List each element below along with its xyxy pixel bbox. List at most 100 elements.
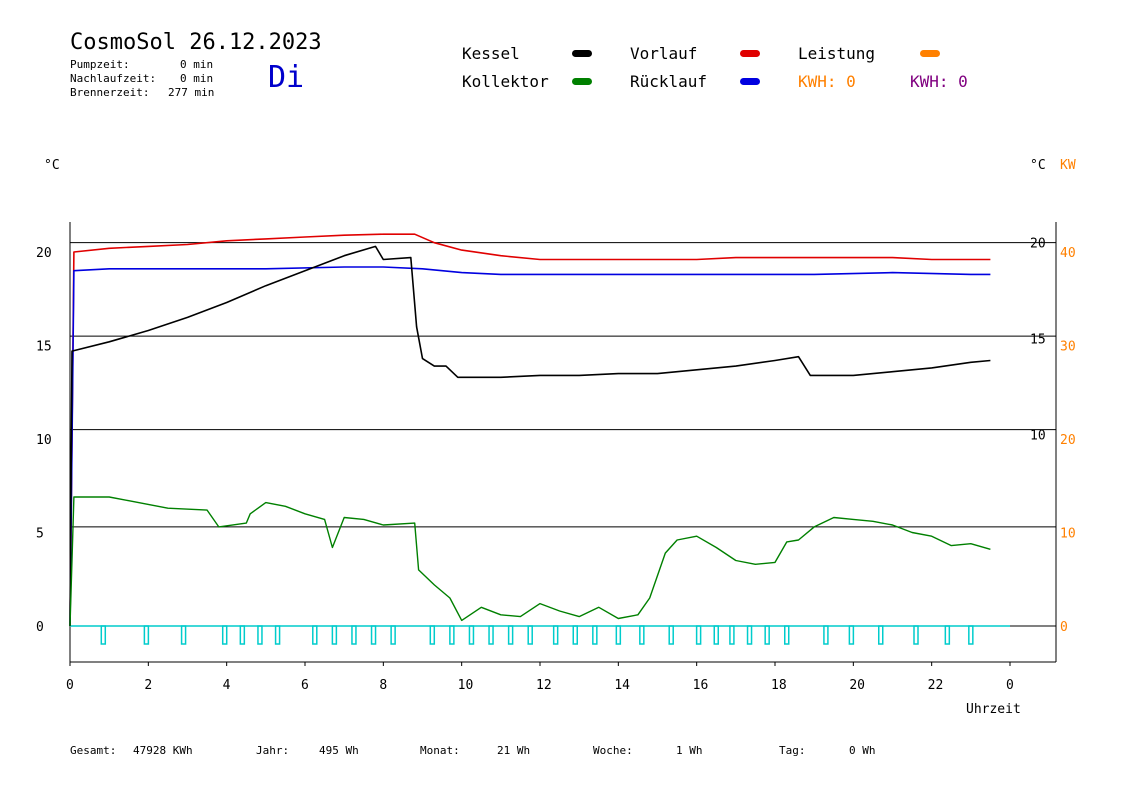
- pump-pulse: [695, 625, 702, 645]
- pump-pulse: [572, 625, 578, 645]
- footer-monat-label: Monat:: [420, 744, 460, 757]
- pump-pulse: [713, 625, 719, 645]
- footer-gesamt-label: Gesamt:: [70, 744, 117, 757]
- left-axis-unit: °C: [44, 158, 60, 173]
- pump-pulse: [239, 625, 246, 645]
- pump-pulse: [143, 625, 150, 645]
- x-tick-label: 14: [614, 678, 630, 693]
- legend-kollektor-label: Kollektor: [462, 72, 549, 91]
- pump-pulse: [312, 625, 318, 645]
- x-tick-label: 6: [301, 678, 309, 693]
- pump-pulse: [274, 625, 281, 645]
- legend-ruecklauf-label: Rücklauf: [630, 72, 708, 91]
- right-temp-tick-label: 10: [1030, 428, 1046, 443]
- x-tick-label: 0: [1006, 678, 1014, 693]
- left-tick-label: 5: [36, 527, 44, 542]
- legend-kessel-label: Kessel: [462, 44, 520, 63]
- series-line-vorlauf: [69, 233, 991, 627]
- right-kw-tick-label: 0: [1060, 620, 1068, 635]
- legend-kwh-orange: KWH: 0: [798, 72, 856, 91]
- series-line-rcklauf: [69, 266, 991, 627]
- pump-pulse: [968, 625, 974, 645]
- nachlauf-time-label: Nachlaufzeit:: [70, 72, 157, 85]
- pump-pulse: [668, 625, 674, 645]
- pump-pulse: [370, 625, 377, 645]
- legend-kwh-purple: KWH: 0: [910, 72, 968, 91]
- pump-pulse: [488, 625, 494, 645]
- x-tick-label: 0: [66, 678, 74, 693]
- legend-leistung-label: Leistung: [798, 44, 876, 63]
- x-axis-label: Uhrzeit: [966, 702, 1021, 717]
- chart-title: CosmoSol 26.12.2023: [70, 30, 322, 55]
- pump-pulse: [592, 625, 598, 645]
- legend-kessel-swatch: [572, 50, 592, 57]
- pump-pulse: [878, 625, 884, 645]
- pump-pulse: [784, 625, 790, 645]
- x-tick-label: 18: [771, 678, 787, 693]
- left-tick-label: 0: [36, 620, 44, 635]
- pump-time-label: Pumpzeit:: [70, 58, 130, 71]
- nachlauf-time-value: 0 min: [180, 72, 214, 85]
- pump-pulse: [468, 625, 475, 645]
- footer-jahr-value: 495 Wh: [319, 744, 359, 757]
- x-tick-label: 20: [849, 678, 865, 693]
- pump-pulse: [729, 625, 735, 645]
- brenner-time-value: 277 min: [168, 86, 215, 99]
- brenner-time-label: Brennerzeit:: [70, 86, 150, 99]
- pump-pulse: [449, 625, 455, 645]
- footer-woche-value: 1 Wh: [676, 744, 703, 757]
- left-tick-label: 20: [36, 246, 52, 261]
- weekday-label: Di: [268, 60, 305, 95]
- pump-pulse: [639, 625, 645, 645]
- series-line-kessel: [69, 245, 991, 627]
- pump-pulse: [615, 625, 622, 645]
- pump-pulse: [944, 625, 951, 645]
- pump-pulse: [351, 625, 357, 645]
- legend-vorlauf-swatch: [740, 50, 760, 57]
- footer-jahr-label: Jahr:: [256, 744, 290, 757]
- right-kw-tick-label: 10: [1060, 527, 1076, 542]
- pump-pulse: [257, 625, 263, 645]
- x-tick-label: 22: [928, 678, 944, 693]
- right-kw-tick-label: 40: [1060, 246, 1076, 261]
- x-tick-label: 4: [223, 678, 231, 693]
- pump-pulse: [764, 625, 770, 645]
- pump-pulse: [331, 625, 338, 645]
- legend-kollektor-swatch: [572, 78, 592, 85]
- x-tick-label: 8: [379, 678, 387, 693]
- left-tick-label: 15: [36, 340, 52, 355]
- footer-woche-label: Woche:: [593, 744, 633, 757]
- pump-pulse: [746, 625, 753, 645]
- footer-tag-label: Tag:: [779, 744, 806, 757]
- pump-pulse: [527, 625, 533, 645]
- footer-gesamt-value: 47928 KWh: [133, 744, 193, 757]
- right-axis-unit-kw: KW: [1060, 158, 1076, 173]
- pump-time-value: 0 min: [180, 58, 214, 71]
- left-tick-label: 10: [36, 433, 52, 448]
- pump-pulse: [180, 625, 187, 645]
- series-line-kollektor: [69, 496, 991, 627]
- footer-tag-value: 0 Wh: [849, 744, 876, 757]
- pump-pulse: [100, 625, 107, 645]
- legend-leistung-swatch: [920, 50, 940, 57]
- pump-pulse: [913, 625, 919, 645]
- right-temp-tick-label: 20: [1030, 237, 1046, 252]
- pump-pulse: [429, 625, 436, 645]
- footer-monat-value: 21 Wh: [497, 744, 531, 757]
- pump-pulse: [848, 625, 855, 645]
- right-kw-tick-label: 20: [1060, 433, 1076, 448]
- x-tick-label: 2: [144, 678, 152, 693]
- x-tick-label: 10: [458, 678, 474, 693]
- pump-pulse: [390, 625, 396, 645]
- x-tick-label: 12: [536, 678, 552, 693]
- pump-pulse: [221, 625, 228, 645]
- pump-pulse: [552, 625, 559, 645]
- right-temp-tick-label: 15: [1030, 332, 1046, 347]
- x-tick-label: 16: [693, 678, 709, 693]
- right-axis-unit-temp: °C: [1030, 158, 1046, 173]
- legend-vorlauf-label: Vorlauf: [630, 44, 698, 63]
- legend-ruecklauf-swatch: [740, 78, 760, 85]
- pump-pulse: [823, 625, 829, 645]
- pump-pulse: [507, 625, 514, 645]
